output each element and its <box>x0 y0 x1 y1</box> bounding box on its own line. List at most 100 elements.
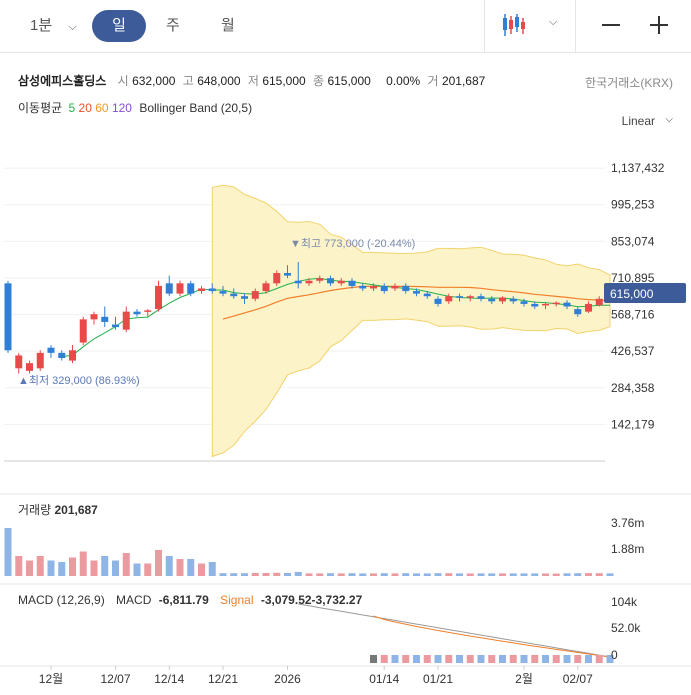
candle-body <box>445 296 453 302</box>
chevron-down-icon[interactable]: ⌵ <box>665 114 673 125</box>
candle-body <box>574 309 582 315</box>
candle-body <box>391 285 399 289</box>
x-axis-label: 12/07 <box>100 672 130 686</box>
volume-axis-high: 3.76m <box>611 516 644 530</box>
volume-bar <box>176 559 184 576</box>
volume-bar <box>488 573 496 576</box>
volume-bar <box>112 560 119 576</box>
volume-bar <box>26 560 33 576</box>
volume-bar <box>79 551 87 576</box>
candle-body <box>380 285 388 292</box>
zoom-in-icon[interactable] <box>650 16 668 34</box>
volume-title: 거래량 201,687 <box>18 503 98 517</box>
candle-body <box>488 298 496 302</box>
volume-bar <box>230 573 238 576</box>
candle-body <box>413 291 420 294</box>
stock-name: 삼성에피스홀딩스 <box>18 74 107 88</box>
indicator-legend[interactable]: 이동평균 5 20 60 120 Bollinger Band (20,5) <box>18 99 252 116</box>
candle-body <box>187 283 195 294</box>
stock-info-line: 삼성에피스홀딩스 시 632,000 고 648,000 저 615,000 종… <box>18 72 485 89</box>
candle-body <box>434 298 442 304</box>
price-axis: 1,137,432 995,253 853,074 710,895 568,716 426… <box>611 161 665 431</box>
volume-bar <box>284 573 291 576</box>
volume-bar <box>273 572 281 576</box>
ma120-label: 120 <box>111 101 132 115</box>
tab-day[interactable]: 일 <box>92 10 146 42</box>
macd-histogram-bar <box>595 655 603 663</box>
macd-histogram-bar <box>606 655 614 663</box>
divider <box>484 0 485 52</box>
candle-body <box>456 296 463 298</box>
period-toolbar: 1분 ⌵ 일 주 월 ⌵ <box>0 0 691 53</box>
macd-histogram-bar <box>499 655 506 663</box>
divider <box>575 0 576 52</box>
macd-histogram-bar <box>391 655 399 663</box>
candle-body <box>101 316 109 322</box>
price-axis-label: 568,716 <box>611 308 655 322</box>
candle-body <box>348 280 356 286</box>
macd-histogram-bar <box>542 655 549 663</box>
volume-bar <box>294 571 302 576</box>
candle-body <box>531 303 539 307</box>
zoom-out-icon[interactable] <box>602 24 620 26</box>
ma5-label: 5 <box>68 101 76 115</box>
volume-bar <box>574 573 582 576</box>
candle-body <box>284 273 291 276</box>
volume-bar <box>69 557 76 576</box>
volume-bar <box>47 560 55 576</box>
x-axis-label: 2026 <box>274 672 301 686</box>
volume-bar <box>305 573 313 576</box>
candle-body <box>542 303 549 306</box>
macd-axis-high: 104k <box>611 595 638 609</box>
exchange-name: 한국거래소(KRX) <box>585 76 673 90</box>
macd-line <box>298 603 611 658</box>
price-axis-label: 284,358 <box>611 381 655 395</box>
candle-body <box>370 285 377 289</box>
volume-bar <box>90 560 98 576</box>
candle-body <box>509 298 517 302</box>
macd-histogram-bar <box>445 655 453 663</box>
candle-chart-type-icon[interactable] <box>500 12 528 38</box>
x-axis-label: 12월 <box>39 672 63 686</box>
volume-bar <box>477 573 485 576</box>
tab-month[interactable]: 월 <box>221 17 235 34</box>
volume-bar <box>402 573 410 576</box>
close-value: 615,000 <box>327 74 371 88</box>
candle-body <box>112 324 119 328</box>
volume-bar <box>36 556 44 576</box>
low-label: 저 <box>247 74 259 88</box>
volume-bar <box>165 556 173 576</box>
volume-bar <box>499 573 506 576</box>
x-axis-label: 01/21 <box>423 672 453 686</box>
macd-title: MACD (12,26,9) MACD -6,811.79 Signal -3,… <box>18 593 363 607</box>
chart-type-chevron-icon[interactable]: ⌵ <box>549 16 558 28</box>
candle-body <box>69 350 76 361</box>
macd-histogram-bar <box>456 655 463 663</box>
candle-body <box>198 288 205 292</box>
scale-select[interactable]: Linear <box>621 114 655 128</box>
candle-body <box>251 291 259 299</box>
current-price-tag <box>604 283 686 303</box>
x-axis-label: 2월 <box>515 672 533 686</box>
macd-histogram-bar <box>370 655 377 663</box>
candle-body <box>466 296 474 298</box>
volume-bar <box>445 573 453 576</box>
candle-body <box>58 352 66 358</box>
minute-interval-select[interactable]: 1분 ⌵ <box>30 0 77 52</box>
macd-axis-zero: 0 <box>611 648 618 662</box>
candle-body <box>305 280 313 284</box>
volume-axis-mid: 1.88m <box>611 542 644 556</box>
candle-body <box>477 296 485 299</box>
macd-histogram-bar <box>585 655 592 663</box>
tab-week[interactable]: 주 <box>166 17 180 34</box>
price-axis-label: 710,895 <box>611 271 655 285</box>
macd-histogram-bar <box>552 655 560 663</box>
volume-bar <box>187 559 195 576</box>
candle-body <box>165 283 173 294</box>
macd-histogram-bar <box>488 655 496 663</box>
candle-body <box>15 355 23 369</box>
volume-bar <box>155 550 162 576</box>
candle-body <box>294 280 302 284</box>
price-axis-label: 853,074 <box>611 234 655 248</box>
